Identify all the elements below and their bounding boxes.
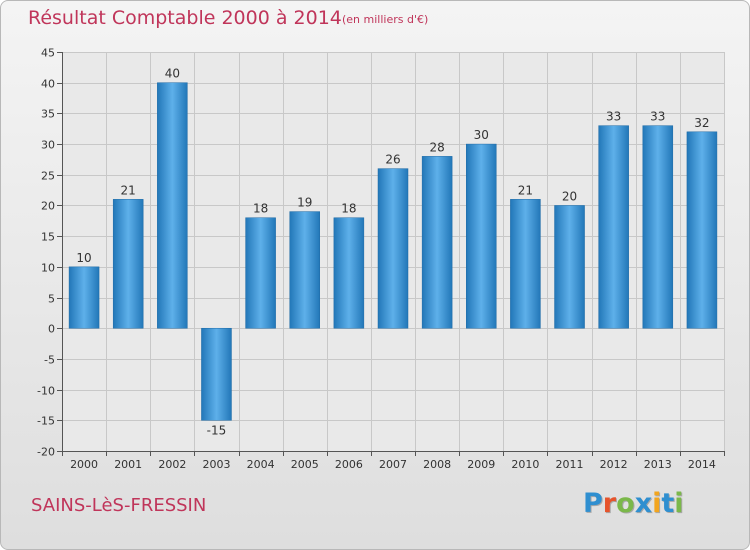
- x-tick-label: 2013: [644, 458, 672, 471]
- y-tick-label: 25: [41, 170, 55, 183]
- data-label: 21: [518, 183, 533, 197]
- x-tick-label: 2010: [511, 458, 539, 471]
- bars: [68, 82, 718, 421]
- logo-letter: i: [674, 488, 684, 519]
- data-label: 19: [297, 196, 312, 210]
- x-tick-label: 2006: [335, 458, 363, 471]
- proxiti-logo[interactable]: Proxiti: [583, 488, 684, 519]
- y-tick-label: -20: [37, 446, 55, 459]
- axes: [57, 52, 725, 456]
- x-tick-label: 2005: [291, 458, 319, 471]
- x-tick-label: 2000: [70, 458, 98, 471]
- data-label: 18: [341, 202, 356, 216]
- y-tick-label: -5: [44, 354, 55, 367]
- bar-2013: [642, 125, 674, 329]
- bar-2002: [157, 82, 188, 329]
- data-label: 20: [562, 189, 577, 203]
- y-tick-label: 40: [41, 78, 55, 91]
- logo-letter: t: [661, 488, 675, 519]
- y-tick-label: -15: [37, 415, 55, 428]
- bar-2005: [289, 211, 320, 329]
- y-tick-label: 0: [48, 323, 55, 336]
- labels: -20 -15 -10 -5 0 5 10 15 20 25 30 35 40 45 10 2000 21 200…: [37, 47, 716, 472]
- x-tick-label: 2004: [247, 458, 275, 471]
- bar-2007: [377, 168, 409, 329]
- bar-2006: [333, 217, 365, 329]
- x-tick-label: 2002: [158, 458, 186, 471]
- data-label: 18: [253, 202, 268, 216]
- bar-2008: [421, 156, 453, 329]
- x-tick-label: 2012: [600, 458, 628, 471]
- data-label: 21: [121, 183, 136, 197]
- x-tick-label: 2011: [556, 458, 584, 471]
- bar-2014: [686, 131, 718, 329]
- logo-letter: x: [634, 488, 653, 519]
- data-label: 30: [474, 128, 489, 142]
- y-tick-label: 20: [41, 200, 55, 213]
- chart-title: Résultat Comptable 2000 à 2014: [28, 7, 342, 29]
- logo-letter: P: [583, 488, 603, 519]
- bar-2011: [554, 205, 585, 329]
- logo-letter: i: [652, 488, 662, 519]
- bar-2012: [598, 125, 629, 329]
- data-label: -15: [207, 423, 227, 437]
- y-tick-label: 30: [41, 139, 55, 152]
- data-label: 40: [165, 67, 180, 81]
- logo-letter: o: [616, 488, 635, 519]
- bar-2004: [245, 217, 276, 329]
- y-tick-label: 10: [41, 262, 55, 275]
- bar-2003: [201, 327, 232, 421]
- bar-2001: [112, 199, 144, 329]
- x-tick-label: 2008: [423, 458, 451, 471]
- chart-subtitle: (en milliers d'€): [342, 13, 429, 26]
- data-label: 28: [429, 140, 444, 154]
- logo-letter: r: [602, 488, 617, 519]
- town-name: SAINS-LèS-FRESSIN: [31, 495, 207, 516]
- data-label: 33: [650, 110, 665, 124]
- y-tick-label: 5: [48, 293, 55, 306]
- bar-2000: [68, 266, 100, 329]
- y-tick-label: 35: [41, 108, 55, 121]
- x-tick-label: 2009: [467, 458, 495, 471]
- y-tick-label: 45: [41, 47, 55, 60]
- data-label: 10: [76, 251, 91, 265]
- data-label: 33: [606, 110, 621, 124]
- y-tick-label: 15: [41, 231, 55, 244]
- x-tick-label: 2007: [379, 458, 407, 471]
- data-label: 32: [694, 116, 709, 130]
- y-tick-label: -10: [37, 385, 55, 398]
- x-tick-label: 2001: [114, 458, 142, 471]
- data-label: 26: [385, 153, 400, 167]
- bar-2010: [510, 199, 541, 329]
- x-tick-label: 2014: [688, 458, 716, 471]
- bar-2009: [466, 143, 497, 329]
- x-tick-label: 2003: [202, 458, 230, 471]
